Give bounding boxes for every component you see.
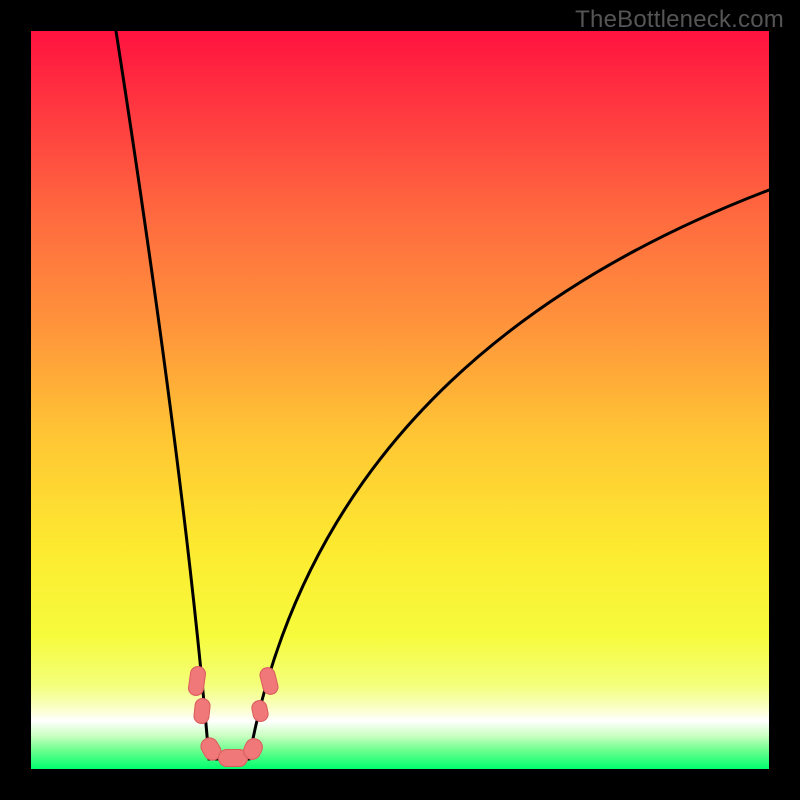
curve-path <box>116 31 769 759</box>
watermark-text: TheBottleneck.com <box>575 6 784 34</box>
bottleneck-curve <box>31 31 769 769</box>
plot-area <box>31 31 769 769</box>
chart-frame: TheBottleneck.com <box>0 0 800 800</box>
